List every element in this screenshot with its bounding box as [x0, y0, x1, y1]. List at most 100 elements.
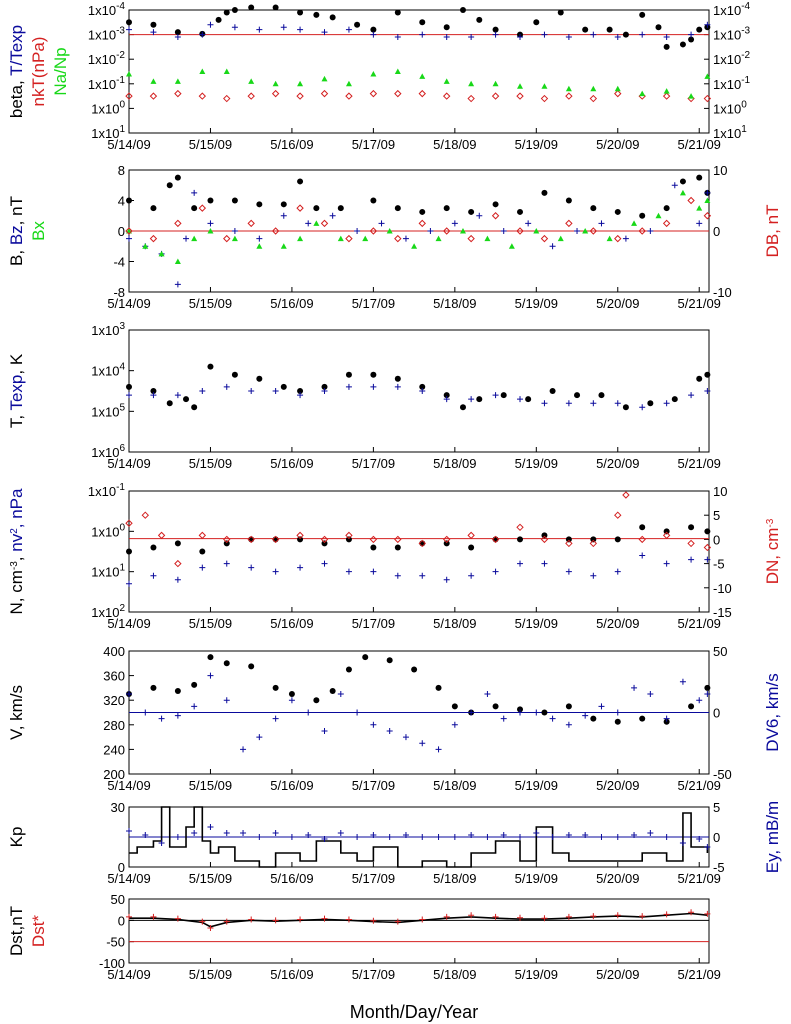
data-point	[231, 228, 238, 234]
data-point	[248, 536, 255, 543]
data-point	[297, 388, 304, 394]
data-point	[272, 4, 279, 11]
y-tick-label: -100	[99, 956, 125, 971]
right-y-tick-label: 1x10-3	[713, 26, 751, 43]
x-tick-label: 5/16/09	[270, 778, 313, 793]
data-point	[614, 89, 622, 98]
data-point	[549, 715, 556, 722]
data-point	[704, 910, 711, 917]
data-point	[272, 830, 279, 836]
data-point	[370, 197, 377, 204]
data-point	[435, 746, 442, 753]
data-point	[126, 913, 132, 920]
y-tick-label: 1x100	[91, 99, 125, 116]
data-point	[565, 832, 572, 838]
data-point	[419, 740, 426, 747]
data-point	[541, 400, 548, 407]
data-point	[345, 26, 352, 33]
data-point	[671, 396, 678, 403]
data-point	[288, 691, 295, 698]
data-point	[703, 543, 712, 552]
data-point	[549, 834, 556, 840]
data-point	[631, 832, 638, 838]
data-point	[394, 205, 401, 212]
x-tick-label: 5/17/09	[352, 967, 395, 982]
left-axis-label: V, km/s	[7, 685, 26, 740]
data-point	[517, 706, 524, 713]
data-point	[492, 536, 499, 543]
y-tick-label: 0	[118, 860, 125, 875]
data-point	[541, 915, 548, 922]
data-point	[451, 220, 458, 227]
data-point	[606, 26, 613, 33]
data-point	[662, 531, 671, 540]
data-point	[313, 697, 320, 704]
data-point	[688, 909, 695, 916]
data-point	[476, 396, 483, 403]
data-point	[370, 383, 377, 390]
data-point	[419, 388, 426, 394]
data-point	[614, 234, 622, 243]
data-point	[590, 205, 597, 212]
right-y-tick-label: -5	[713, 557, 725, 572]
right-y-tick-label: 5	[713, 508, 720, 523]
data-point	[386, 834, 393, 840]
data-point	[679, 840, 686, 846]
data-point	[574, 392, 581, 399]
x-tick-label: 5/18/09	[433, 967, 476, 982]
y-tick-label: 1x10-1	[88, 482, 126, 499]
x-tick-label: 5/15/09	[189, 778, 232, 793]
data-point	[240, 830, 247, 836]
data-point	[418, 539, 426, 548]
data-point	[297, 536, 304, 543]
data-point	[614, 568, 621, 575]
data-point	[321, 540, 328, 547]
data-point	[598, 834, 605, 840]
data-point	[231, 371, 238, 378]
data-point	[662, 92, 671, 100]
data-point	[663, 88, 670, 94]
data-point	[696, 836, 703, 842]
data-point	[199, 388, 206, 394]
x-tick-label: 5/19/09	[515, 778, 558, 793]
y-tick-label: -50	[106, 935, 125, 950]
data-point	[272, 715, 279, 722]
data-point	[468, 544, 475, 551]
data-point	[419, 540, 426, 547]
data-point	[500, 228, 507, 234]
data-point	[157, 531, 166, 540]
data-point	[370, 721, 377, 728]
x-tick-label: 5/14/09	[107, 616, 150, 631]
data-point	[679, 41, 686, 48]
data-point	[297, 392, 304, 399]
data-point	[704, 189, 711, 196]
data-point	[704, 73, 711, 79]
data-point	[443, 78, 450, 84]
y-tick-label: 30	[111, 800, 125, 815]
x-tick-label: 5/21/09	[678, 616, 721, 631]
data-point	[467, 531, 475, 540]
data-point	[525, 396, 532, 403]
x-tick-label: 5/19/09	[515, 137, 558, 152]
data-point	[696, 697, 703, 704]
x-tick-label: 5/21/09	[678, 296, 721, 311]
data-point	[369, 535, 378, 544]
data-point	[638, 227, 646, 235]
data-point	[565, 219, 573, 228]
left-axis-label: N, cm-3, nv2, nPa	[7, 488, 26, 615]
data-point	[419, 73, 426, 79]
data-point	[500, 832, 507, 838]
data-point	[517, 560, 524, 567]
data-point	[696, 26, 703, 33]
data-point	[655, 212, 662, 219]
data-point	[272, 568, 279, 575]
data-point	[565, 400, 572, 407]
data-point	[549, 243, 556, 250]
data-point	[231, 24, 238, 31]
data-point	[223, 535, 231, 544]
data-point	[491, 212, 500, 220]
right-y-tick-label: 0	[713, 532, 720, 547]
data-point	[191, 189, 198, 196]
data-point	[125, 519, 133, 527]
